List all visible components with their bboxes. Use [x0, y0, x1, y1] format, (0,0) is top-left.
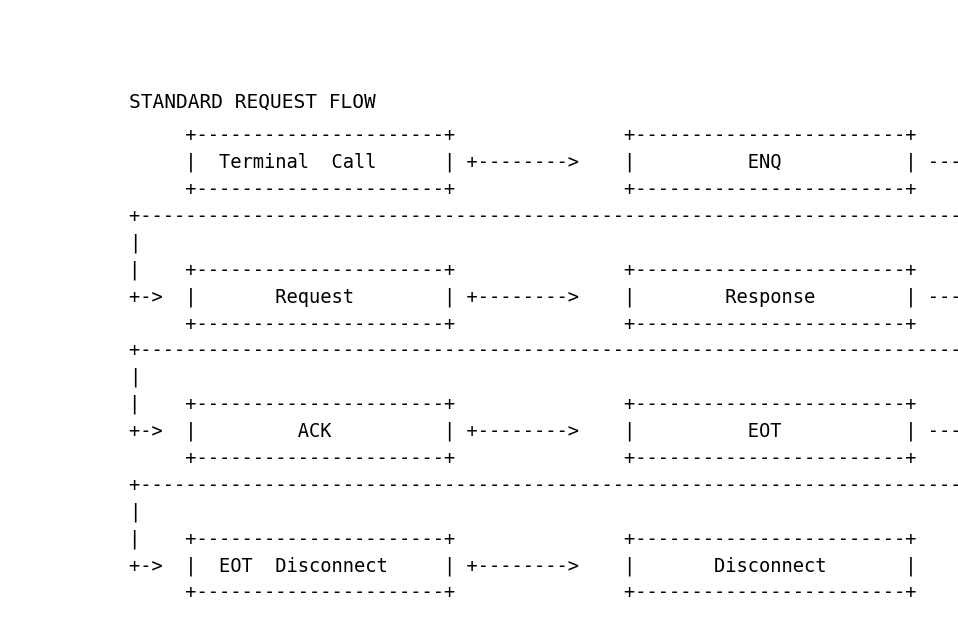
Text: STANDARD REQUEST FLOW: STANDARD REQUEST FLOW [129, 92, 376, 112]
Text: +----------------------+               +------------------------+     
     |  T: +----------------------+ +--------------… [129, 126, 958, 602]
